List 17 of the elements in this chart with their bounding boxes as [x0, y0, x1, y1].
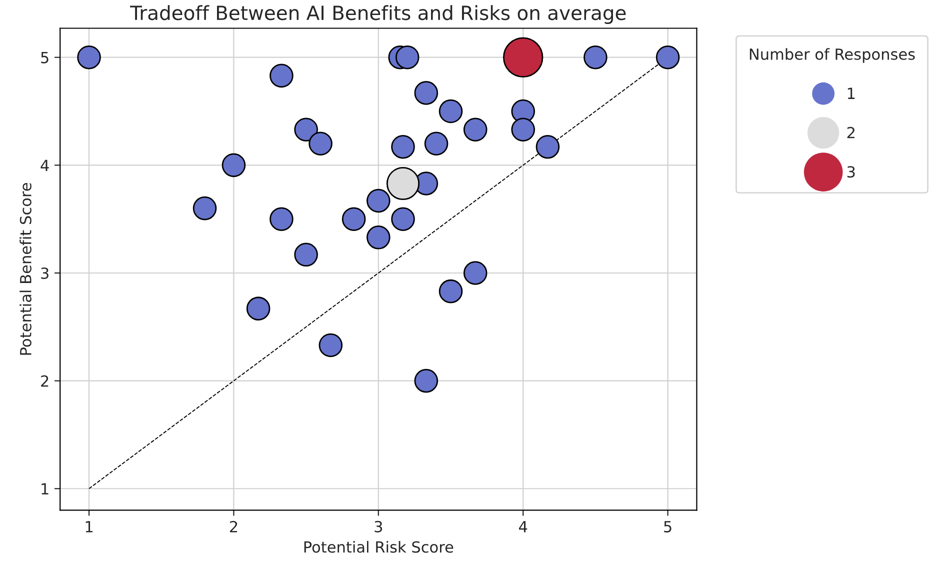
x-tick-label: 5 — [664, 521, 672, 532]
legend-title: Number of Responses — [750, 48, 915, 63]
y-axis-title: Potential Benefit Score — [20, 183, 32, 355]
chart-title: Tradeoff Between AI Benefits and Risks on average — [130, 5, 626, 24]
x-tick-label: 3 — [374, 520, 382, 532]
x-axis-title: Potential Risk Score — [304, 540, 454, 553]
x-tick-label: 1 — [86, 521, 92, 532]
legend-label: 2 — [847, 126, 854, 138]
y-tick-label: 5 — [41, 52, 48, 64]
legend-label: 1 — [848, 88, 855, 99]
y-tick-label: 1 — [42, 483, 48, 494]
y-tick-label: 4 — [40, 160, 49, 171]
x-tick-label: 4 — [518, 521, 528, 532]
y-tick-label: 3 — [41, 267, 48, 280]
y-tick-label: 2 — [41, 375, 48, 387]
legend-label: 3 — [847, 166, 855, 178]
x-tick-label: 2 — [230, 520, 238, 532]
